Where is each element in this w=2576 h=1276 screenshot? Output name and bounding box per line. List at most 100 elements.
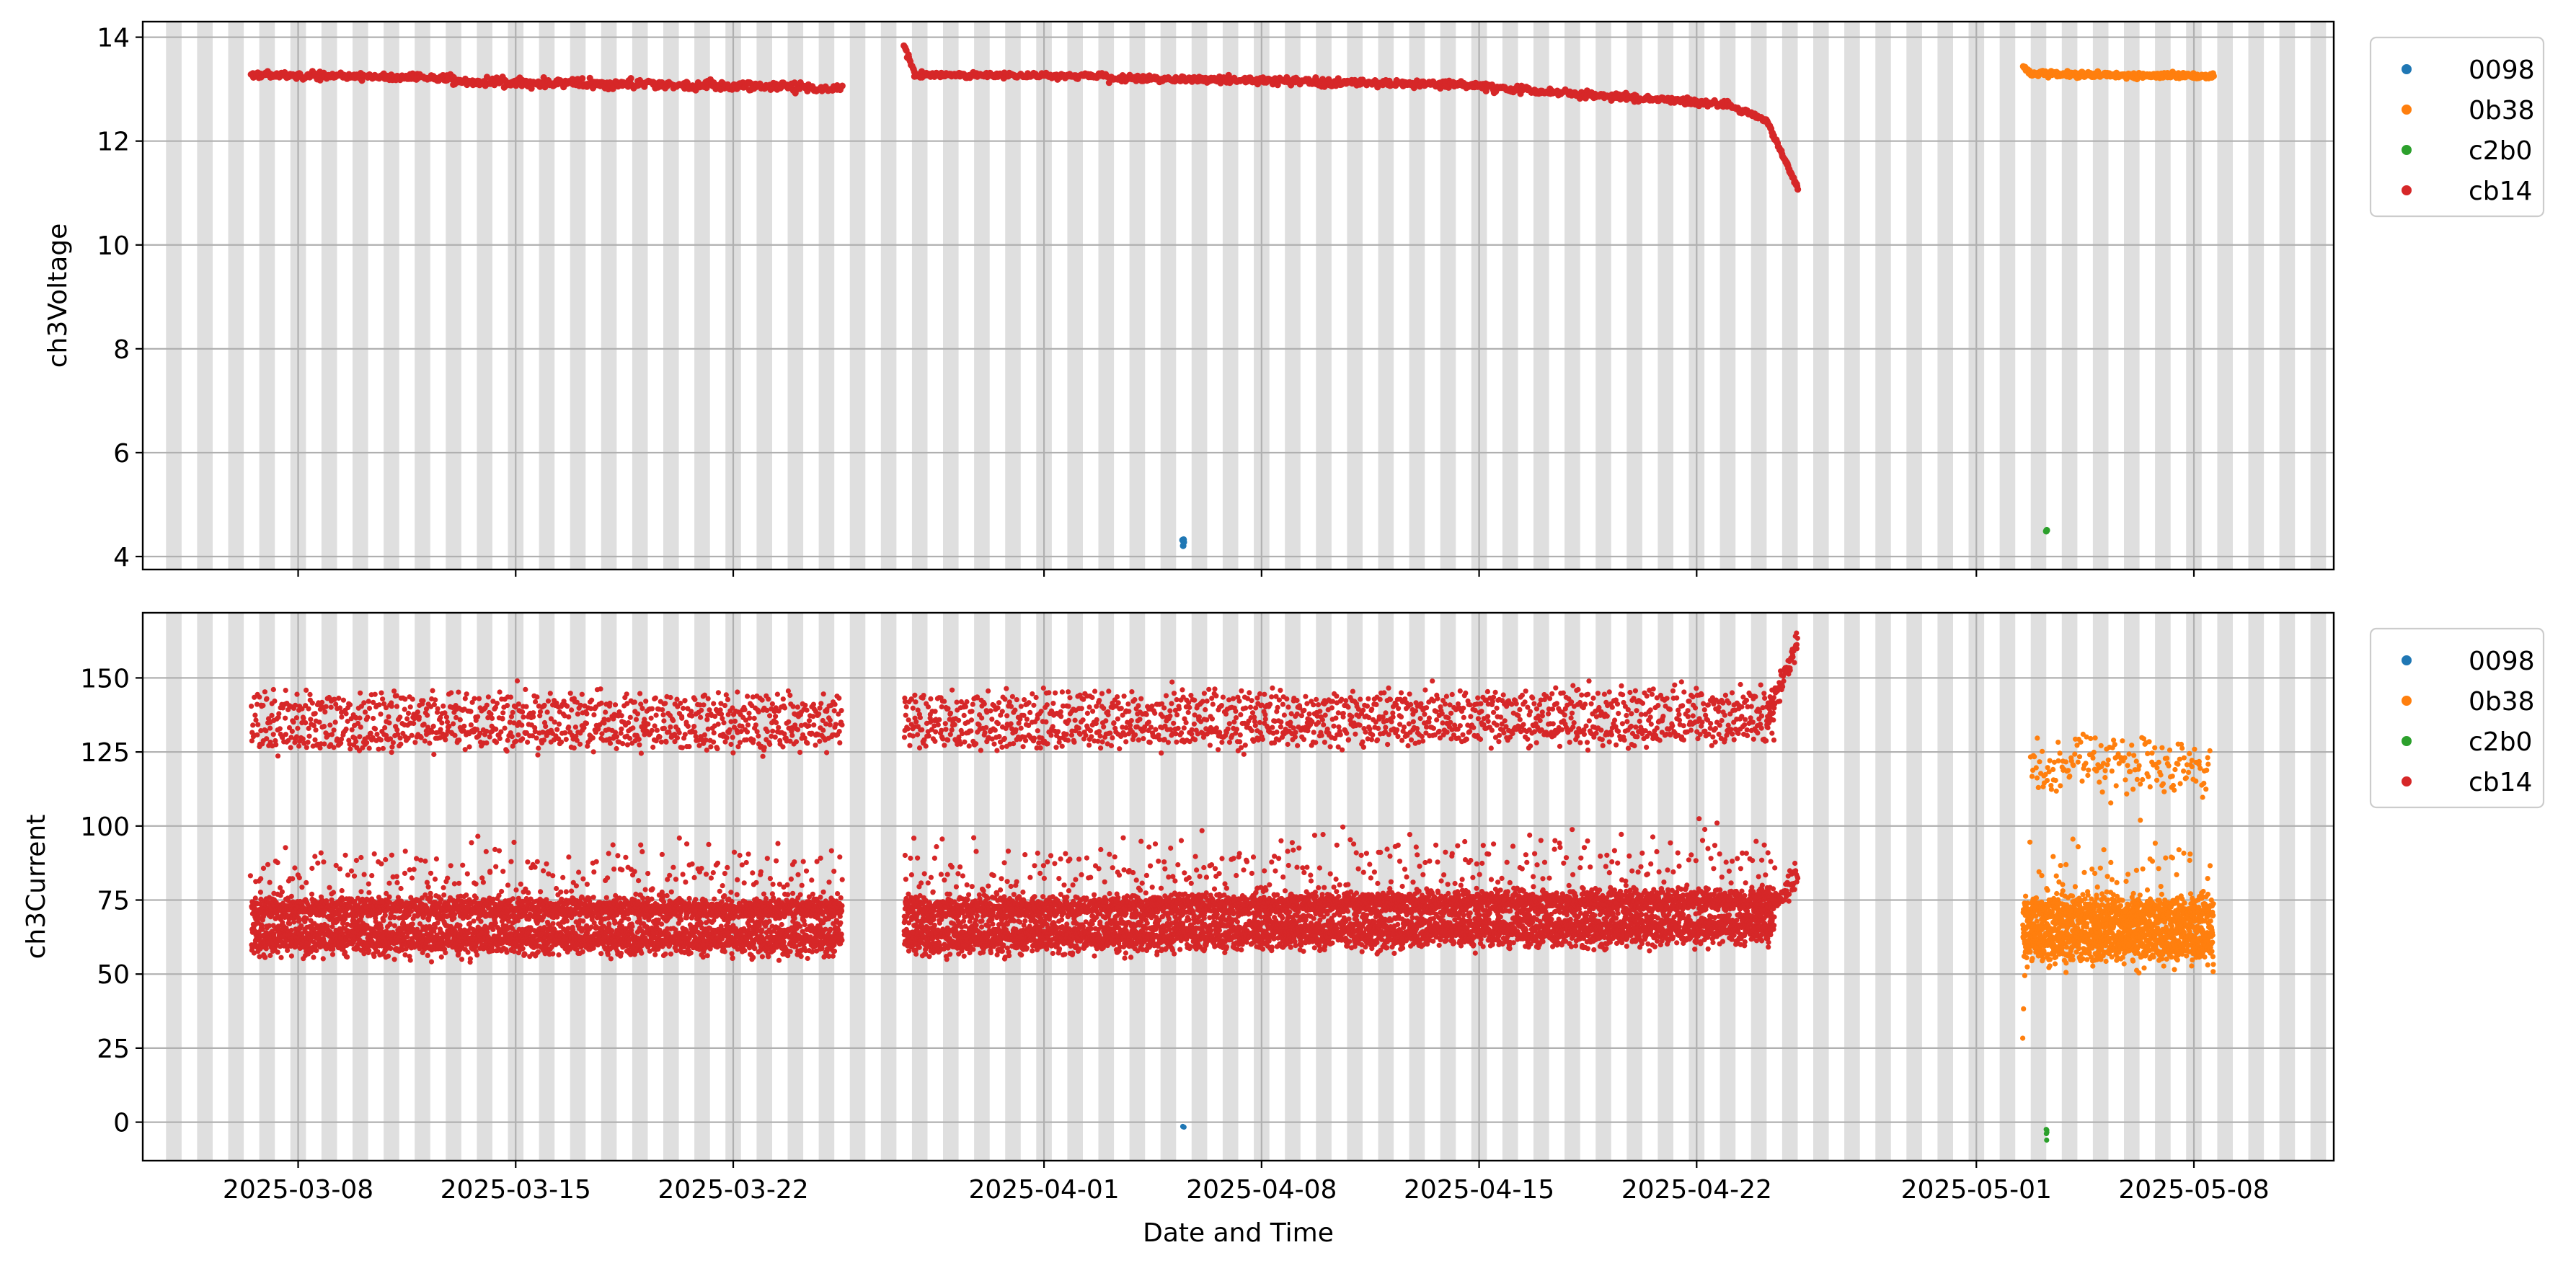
data-point <box>2050 854 2056 859</box>
night-band <box>818 22 835 570</box>
data-point <box>2172 766 2178 773</box>
data-point <box>2035 735 2040 741</box>
data-point <box>2161 789 2167 794</box>
night-band <box>1875 22 1891 570</box>
data-point <box>443 950 448 956</box>
night-band <box>259 22 275 570</box>
data-point <box>2200 794 2205 800</box>
night-band <box>1191 613 1208 1161</box>
night-band <box>1409 613 1425 1161</box>
data-point <box>2047 758 2053 763</box>
data-point <box>2053 954 2059 960</box>
data-point <box>2190 957 2195 963</box>
data-point <box>2149 750 2155 756</box>
data-point <box>2146 739 2152 745</box>
data-point <box>371 954 377 960</box>
data-point <box>2086 949 2092 955</box>
data-point <box>2152 841 2158 846</box>
data-point <box>2154 765 2160 771</box>
y-tick-label: 6 <box>113 439 130 469</box>
data-point <box>2070 893 2076 899</box>
night-band <box>2030 613 2047 1161</box>
data-point <box>407 957 413 963</box>
y-tick-label: 8 <box>113 335 130 365</box>
data-point <box>2104 897 2110 903</box>
data-point <box>2047 963 2053 969</box>
data-point <box>2045 887 2050 893</box>
grid <box>143 22 2334 570</box>
data-point <box>2101 847 2107 853</box>
data-point <box>2128 768 2133 774</box>
data-point <box>2158 772 2164 778</box>
data-point <box>2080 956 2086 962</box>
data-point <box>278 954 284 960</box>
night-band <box>570 22 586 570</box>
data-point <box>2204 767 2210 773</box>
y-axis-label: ch3Voltage <box>43 223 73 368</box>
data-point <box>262 954 268 960</box>
series-cb14 <box>247 42 1802 193</box>
data-point <box>2162 898 2168 903</box>
data-point <box>474 952 480 958</box>
data-point <box>2102 768 2108 774</box>
data-point <box>550 921 556 926</box>
data-point <box>2063 861 2069 867</box>
night-band <box>787 613 804 1161</box>
data-point <box>2091 749 2097 756</box>
data-point <box>2044 1137 2050 1143</box>
data-point <box>2181 755 2187 761</box>
y-tick-label: 10 <box>97 231 130 261</box>
data-point <box>2086 767 2092 773</box>
data-point <box>2022 949 2028 954</box>
data-point <box>2037 931 2043 937</box>
data-point <box>2092 735 2098 741</box>
data-point <box>2125 763 2130 768</box>
data-point <box>2030 956 2035 962</box>
data-point <box>2177 781 2183 787</box>
night-band <box>1005 22 1021 570</box>
data-point <box>2181 768 2187 774</box>
night-band <box>943 613 959 1161</box>
data-point <box>2063 759 2069 765</box>
data-point <box>2117 903 2124 908</box>
data-point <box>838 82 846 89</box>
data-point <box>2172 967 2177 972</box>
night-band <box>1626 22 1642 570</box>
data-point <box>2159 745 2165 750</box>
night-band <box>1564 22 1580 570</box>
night-band <box>1409 22 1425 570</box>
night-band <box>694 22 710 570</box>
data-point <box>2151 954 2156 960</box>
data-point <box>2156 759 2161 765</box>
night-band <box>1533 613 1549 1161</box>
data-point <box>2210 969 2216 975</box>
data-point <box>2178 923 2184 929</box>
data-point <box>2102 775 2108 781</box>
data-point <box>2043 526 2050 534</box>
night-band <box>756 613 772 1161</box>
data-point <box>2179 952 2185 957</box>
data-point <box>2209 949 2215 954</box>
data-point <box>2129 743 2135 748</box>
data-point <box>2161 963 2166 969</box>
data-point <box>483 74 491 81</box>
night-band <box>1999 613 2016 1161</box>
data-point <box>2156 866 2161 872</box>
night-band <box>2061 613 2078 1161</box>
night-band <box>2061 22 2078 570</box>
night-band <box>1347 613 1363 1161</box>
data-point <box>2072 751 2078 757</box>
data-point <box>2080 892 2086 898</box>
data-point <box>433 925 438 931</box>
data-point <box>2187 851 2193 857</box>
data-point <box>2200 888 2206 895</box>
data-point <box>428 959 435 965</box>
night-band <box>663 22 679 570</box>
data-point <box>528 85 535 92</box>
night-band <box>974 22 990 570</box>
data-point <box>345 954 350 960</box>
night-band <box>601 22 617 570</box>
legend-marker <box>2402 64 2412 74</box>
